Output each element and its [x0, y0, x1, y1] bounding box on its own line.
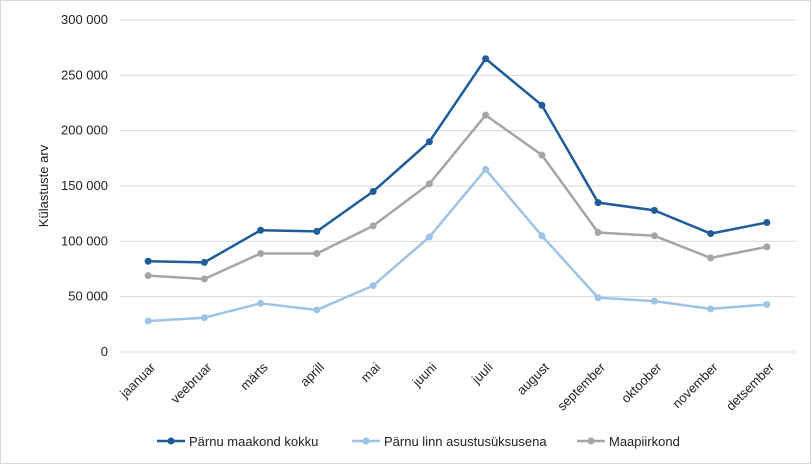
data-point: [650, 206, 658, 214]
legend-item: Pärnu linn asustusüksusena: [352, 434, 547, 449]
x-tick-label: september: [554, 359, 609, 414]
y-tick-label: 250 000: [61, 67, 108, 82]
data-point: [425, 233, 433, 241]
data-point: [538, 151, 546, 159]
data-point: [313, 306, 321, 314]
data-point: [763, 300, 771, 308]
y-tick-label: 100 000: [61, 233, 108, 248]
data-point: [707, 305, 715, 313]
data-point: [200, 275, 208, 283]
data-point: [482, 111, 490, 119]
data-point: [482, 55, 490, 63]
y-tick-labels: 0 50 000 100 000 150 000 200 000 250 000 300 0…: [61, 12, 108, 359]
data-point: [763, 219, 771, 227]
x-tick-label: jaanuar: [116, 359, 158, 401]
data-point: [594, 228, 602, 236]
legend-label: Pärnu linn asustusüksusena: [384, 434, 547, 449]
series-1: [144, 55, 771, 266]
legend-label: Maapiirkond: [609, 434, 680, 449]
data-point: [144, 272, 152, 280]
x-tick-label: juuni: [409, 359, 440, 390]
data-point: [257, 299, 265, 307]
data-point: [482, 165, 490, 173]
data-point: [369, 282, 377, 290]
data-point: [594, 199, 602, 207]
data-point: [369, 222, 377, 230]
data-point: [650, 232, 658, 240]
data-point: [200, 314, 208, 322]
x-tick-label: aprill: [297, 359, 327, 389]
data-point: [650, 297, 658, 305]
data-point: [369, 188, 377, 196]
data-point: [425, 138, 433, 146]
series-group: [144, 55, 771, 325]
data-point: [594, 294, 602, 302]
data-point: [425, 180, 433, 188]
x-tick-label: juuli: [468, 359, 496, 387]
y-tick-label: 150 000: [61, 178, 108, 193]
series-line: [148, 57, 768, 264]
x-tick-label: veebruar: [168, 359, 215, 406]
series-line: [148, 168, 767, 323]
data-point: [313, 250, 321, 258]
x-tick-label: august: [514, 359, 552, 397]
legend-item: Maapiirkond: [577, 434, 680, 449]
data-point: [144, 317, 152, 325]
data-point: [257, 226, 265, 234]
series-3: [144, 111, 771, 283]
series-2: [144, 165, 771, 325]
legend: Pärnu maakond kokku Pärnu linn asustusüks…: [157, 434, 680, 449]
data-point: [707, 230, 715, 238]
data-point: [538, 101, 546, 109]
series-line: [148, 113, 768, 281]
data-point: [144, 257, 152, 265]
legend-label: Pärnu maakond kokku: [189, 434, 318, 449]
x-tick-label: detsember: [723, 359, 778, 414]
x-tick-label: mai: [358, 359, 383, 384]
y-tick-label: 50 000: [68, 289, 108, 304]
x-tick-label: oktoober: [618, 359, 665, 406]
data-point: [538, 232, 546, 240]
y-tick-label: 200 000: [61, 123, 108, 138]
legend-marker: [167, 437, 175, 445]
x-tick-label: november: [669, 359, 721, 411]
data-point: [763, 243, 771, 251]
x-tick-labels: jaanuar veebruar märts aprill mai juuni juuli a…: [116, 359, 777, 414]
data-point: [257, 250, 265, 258]
data-point: [313, 227, 321, 235]
gridlines: [120, 19, 795, 353]
x-tick-label: märts: [237, 359, 271, 393]
y-tick-label: 0: [101, 344, 108, 359]
data-point: [707, 254, 715, 262]
legend-marker: [362, 437, 370, 445]
y-tick-label: 300 000: [61, 12, 108, 27]
data-point: [200, 258, 208, 266]
legend-marker: [587, 437, 595, 445]
y-axis-title: Külastuste arv: [36, 144, 51, 227]
legend-item: Pärnu maakond kokku: [157, 434, 318, 449]
